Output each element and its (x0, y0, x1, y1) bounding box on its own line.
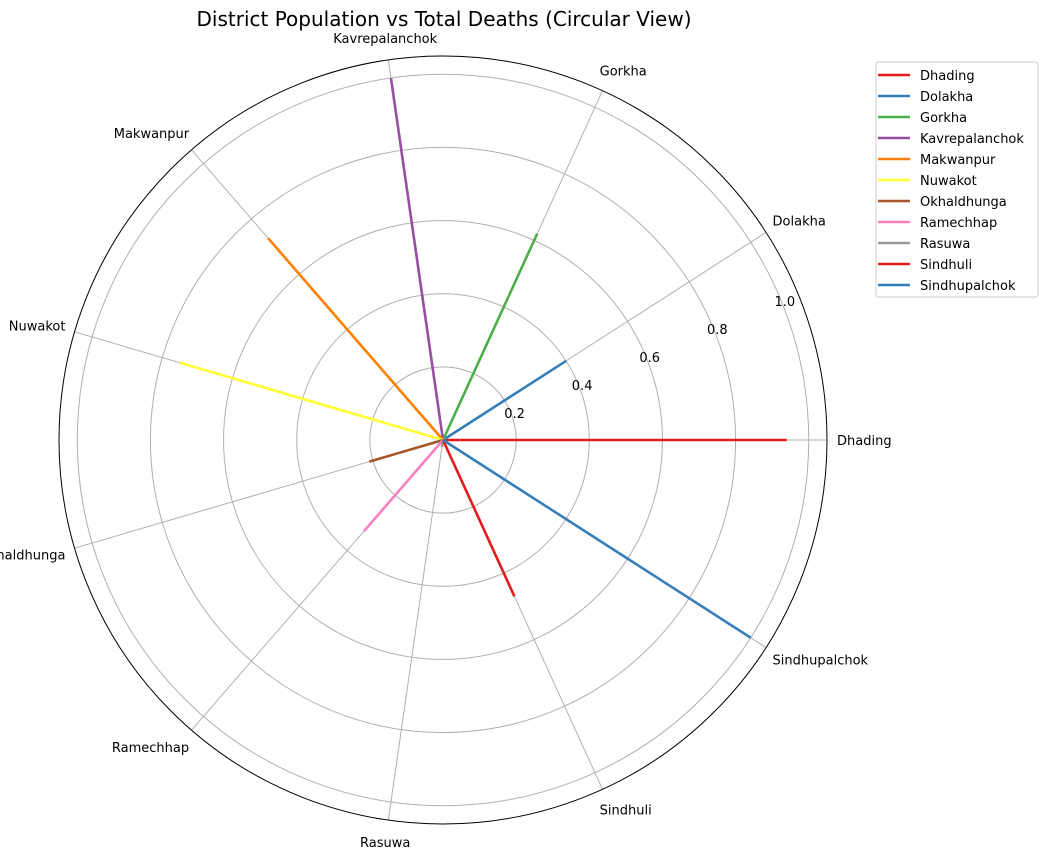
series-line (441, 439, 516, 597)
legend-label: Nuwakot (920, 174, 977, 189)
category-label: Makwanpur (114, 127, 190, 142)
radial-tick-label: 0.4 (572, 379, 593, 394)
radial-tick-labels: 0.2 0.4 0.6 0.8 1.0 (504, 295, 795, 422)
legend-label: Dolakha (920, 90, 973, 105)
series-line (441, 233, 539, 441)
series-line (368, 438, 444, 463)
legend-label: Sindhuli (920, 258, 972, 273)
series-line (179, 361, 444, 442)
legend-label: Gorkha (920, 111, 967, 126)
series-line (267, 237, 444, 441)
legend-label: Sindhupalchok (920, 279, 1016, 294)
outer-circle (58, 55, 828, 825)
legend-label: Rasuwa (920, 237, 970, 252)
series-lines (179, 77, 787, 639)
series-line (362, 439, 444, 533)
chart-title: District Population vs Total Deaths (Cir… (197, 7, 692, 31)
category-label: Nuwakot (9, 320, 66, 335)
series-line (442, 359, 567, 442)
category-label: Kavrepalanchok (333, 32, 437, 47)
category-labels: Dhading Dolakha Gorkha Kavrepalanchok Makwan… (0, 32, 892, 851)
series-line (442, 438, 752, 639)
outer-frame (58, 55, 828, 825)
radial-tick-label: 1.0 (775, 295, 796, 310)
legend-frame (875, 61, 1039, 298)
category-label: Gorkha (600, 65, 647, 80)
radial-tick-label: 0.8 (707, 323, 728, 338)
category-label: Okhaldhunga (0, 548, 65, 563)
category-label: Dhading (837, 434, 892, 449)
category-label: Sindhuli (600, 803, 652, 818)
legend-label: Dhading (920, 69, 975, 84)
series-line (389, 77, 445, 441)
legend-label: Kavrepalanchok (920, 132, 1024, 147)
grid-spoke (387, 439, 444, 821)
category-label: Dolakha (773, 214, 826, 229)
legend-label: Okhaldhunga (920, 195, 1007, 210)
legend-label: Makwanpur (920, 153, 996, 168)
legend-label: Ramechhap (920, 216, 997, 231)
category-label: Sindhupalchok (773, 654, 869, 669)
legend: Dhading Dolakha Gorkha Kavrepalanchok Makwan… (875, 61, 1039, 298)
category-label: Rasuwa (360, 836, 410, 851)
category-label: Ramechhap (112, 741, 189, 756)
radial-tick-label: 0.6 (639, 351, 660, 366)
radial-tick-label: 0.2 (504, 407, 525, 422)
